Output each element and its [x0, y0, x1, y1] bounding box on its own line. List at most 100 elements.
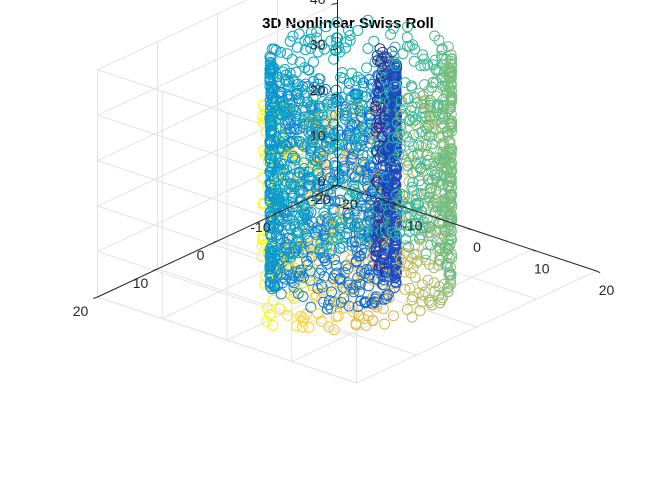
data-point	[446, 190, 458, 202]
data-point	[331, 16, 343, 28]
data-point	[391, 97, 403, 109]
data-point	[368, 35, 380, 47]
data-point	[445, 225, 457, 237]
data-point	[320, 234, 332, 246]
data-point	[411, 256, 423, 268]
data-point	[405, 105, 417, 117]
data-point	[309, 110, 321, 122]
data-point	[362, 14, 374, 26]
data-point	[356, 86, 368, 98]
data-point	[413, 139, 425, 151]
data-point	[381, 290, 392, 301]
data-point	[391, 78, 403, 89]
data-point	[446, 182, 458, 194]
grid-line	[97, 251, 357, 339]
x-tick-mark	[337, 184, 342, 188]
data-point	[340, 282, 352, 294]
data-point	[329, 45, 341, 57]
data-point	[296, 84, 308, 96]
data-point	[431, 91, 443, 102]
data-point	[352, 25, 364, 36]
data-point	[299, 89, 310, 101]
data-point	[362, 168, 374, 180]
data-point	[409, 271, 421, 283]
data-point	[331, 260, 343, 272]
data-point	[391, 189, 402, 201]
data-point	[282, 309, 294, 321]
data-point	[427, 77, 439, 89]
data-point	[315, 215, 327, 227]
data-point	[307, 250, 318, 262]
data-point	[327, 232, 339, 244]
data-point	[330, 44, 342, 56]
data-point	[421, 213, 433, 225]
data-point	[322, 96, 334, 108]
data-point	[388, 22, 399, 34]
data-point	[266, 116, 278, 128]
data-point	[267, 319, 279, 331]
data-point	[411, 249, 423, 261]
y-tick-label: 20	[73, 303, 89, 319]
y-tick-mark	[273, 212, 278, 215]
data-point	[402, 160, 414, 172]
data-point	[429, 54, 441, 66]
data-point	[420, 254, 432, 266]
data-point	[330, 109, 342, 121]
data-point	[284, 67, 296, 79]
data-point	[349, 75, 361, 87]
data-point	[402, 21, 413, 33]
data-point	[367, 274, 379, 286]
data-point	[302, 206, 314, 218]
x-tick-label: 20	[599, 282, 615, 298]
data-point	[391, 143, 402, 155]
y-tick-mark	[153, 268, 158, 271]
data-point	[257, 229, 269, 241]
data-point	[395, 95, 407, 107]
data-point	[304, 174, 316, 186]
data-point	[420, 248, 432, 260]
data-point	[350, 279, 362, 291]
data-point	[327, 218, 339, 230]
data-point	[446, 248, 457, 260]
data-point	[291, 135, 302, 147]
data-point	[311, 151, 323, 163]
data-point	[385, 29, 397, 40]
data-point	[446, 143, 458, 155]
y-tick-label: -20	[310, 191, 330, 207]
data-point	[390, 277, 402, 289]
data-point	[267, 81, 279, 92]
data-point	[329, 254, 341, 266]
data-point	[307, 216, 319, 228]
data-point	[353, 172, 365, 184]
data-point	[355, 74, 367, 86]
data-point	[328, 204, 340, 215]
z-tick-label: 0	[318, 173, 326, 189]
data-point	[446, 93, 458, 105]
grid-line	[97, 0, 249, 71]
data-point	[363, 74, 375, 85]
data-point	[426, 182, 438, 194]
y-tick-label: -10	[250, 219, 270, 235]
data-point	[268, 173, 280, 185]
data-point	[334, 222, 346, 234]
data-point	[415, 209, 427, 221]
z-tick-mark	[331, 184, 338, 187]
x-tick-label: 10	[534, 261, 550, 277]
data-point	[390, 60, 402, 72]
data-point	[365, 118, 377, 130]
data-point	[256, 172, 268, 183]
data-point	[436, 292, 448, 304]
data-point	[332, 310, 344, 322]
data-point	[413, 128, 425, 139]
data-point	[328, 324, 340, 336]
data-point	[442, 41, 454, 53]
data-point	[305, 179, 317, 191]
data-point	[389, 41, 401, 53]
x-tick-label: 0	[473, 239, 481, 255]
data-point	[374, 184, 386, 196]
data-point	[318, 207, 330, 219]
data-point	[406, 311, 418, 323]
data-point	[405, 148, 417, 160]
